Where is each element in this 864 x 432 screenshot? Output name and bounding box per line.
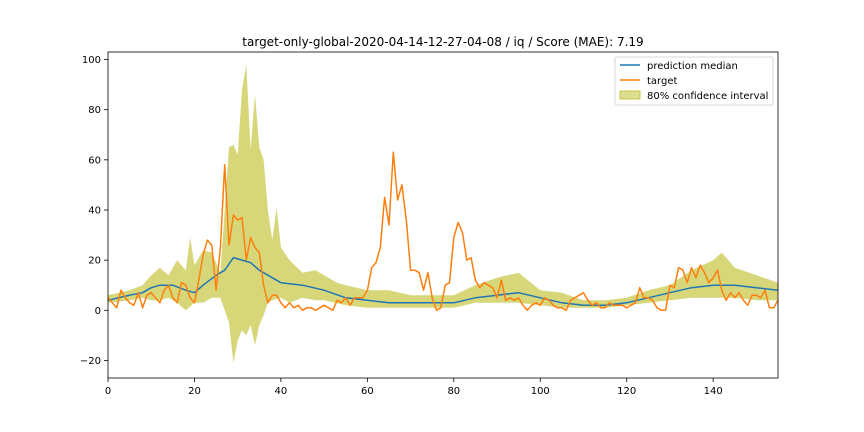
- confidence-band-layer: [108, 64, 778, 363]
- legend-label-target: target: [647, 76, 677, 87]
- legend: prediction median target 80% confidence …: [614, 56, 774, 106]
- x-tick-label: 20: [188, 386, 201, 397]
- y-axis: −20 0 20 40 60 80 100: [80, 55, 108, 367]
- x-tick-label: 120: [617, 386, 636, 397]
- plot-frame: [107, 51, 779, 379]
- y-tick-label: 60: [88, 155, 101, 166]
- x-tick-label: 40: [275, 386, 288, 397]
- x-tick-label: 140: [704, 386, 723, 397]
- y-tick-label: 20: [88, 256, 101, 267]
- legend-box: [614, 56, 774, 106]
- x-tick-label: 0: [105, 386, 111, 397]
- y-tick-label: 80: [88, 105, 101, 116]
- x-tick-label: 100: [531, 386, 550, 397]
- plot-area: [107, 51, 779, 379]
- chart-title: target-only-global-2020-04-14-12-27-04-0…: [242, 35, 643, 49]
- legend-marker-interval: [619, 90, 641, 100]
- plot-background: [108, 52, 778, 378]
- y-tick-label: 0: [95, 306, 101, 317]
- confidence-interval-band: [108, 64, 778, 363]
- series-line-target: [107, 151, 779, 312]
- legend-label-interval: 80% confidence interval: [647, 91, 768, 102]
- x-tick-label: 80: [447, 386, 460, 397]
- legend-label-median: prediction median: [647, 61, 738, 72]
- x-axis: 0 20 40 60 80 100 120 140: [105, 378, 723, 397]
- y-tick-label: −20: [80, 356, 101, 367]
- series-line-median: [107, 256, 779, 307]
- series-line-layer: [107, 151, 779, 312]
- y-tick-label: 100: [82, 55, 101, 66]
- x-tick-label: 60: [361, 386, 374, 397]
- y-tick-label: 40: [88, 205, 101, 216]
